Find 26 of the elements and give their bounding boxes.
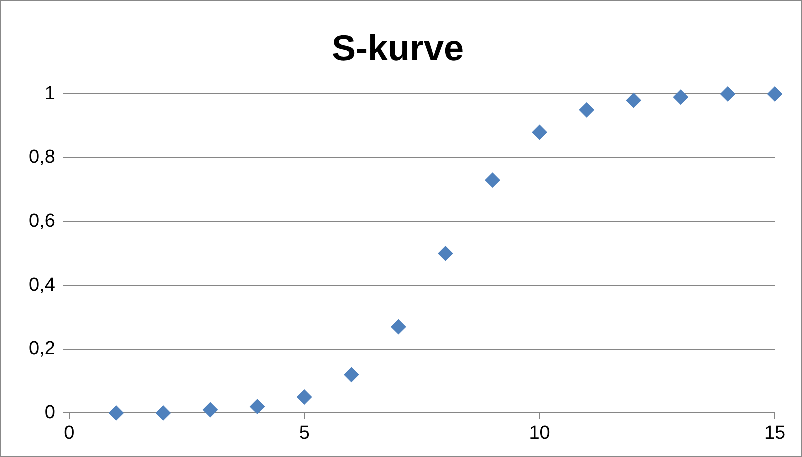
point [532, 124, 548, 140]
point [108, 406, 124, 421]
x-tick-label: 10 [529, 422, 550, 444]
point [720, 86, 736, 102]
y-tick-label: 0 [44, 402, 56, 424]
point [626, 93, 642, 108]
y-tick-label: 0,6 [28, 211, 56, 232]
point [485, 172, 500, 188]
point [579, 102, 594, 118]
point [391, 320, 406, 335]
point [344, 367, 360, 382]
x-tick-label: 15 [764, 422, 786, 444]
chart-title: S-kurve [332, 28, 464, 69]
point [250, 399, 266, 414]
point [156, 406, 171, 421]
y-tick-label: 0,2 [28, 338, 56, 360]
x-tick-label: 5 [299, 422, 310, 444]
x-tick-label: 0 [64, 422, 75, 444]
y-tick-label: 0,4 [28, 274, 56, 296]
y-tick-label: 1 [44, 83, 56, 104]
y-tick-label: 0,8 [28, 147, 56, 168]
point [673, 90, 688, 105]
point [438, 246, 454, 262]
point [297, 390, 312, 405]
point [768, 86, 782, 102]
point [203, 402, 218, 418]
